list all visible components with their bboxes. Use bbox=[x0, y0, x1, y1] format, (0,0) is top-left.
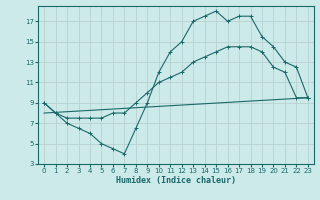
X-axis label: Humidex (Indice chaleur): Humidex (Indice chaleur) bbox=[116, 176, 236, 185]
